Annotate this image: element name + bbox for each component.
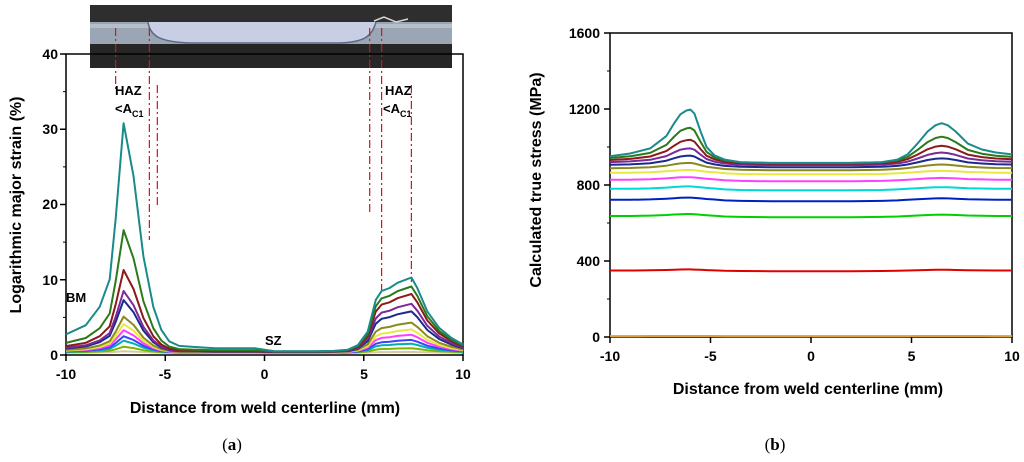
x-tick-label: 5: [360, 366, 368, 382]
plot-frame-a: [65, 53, 464, 356]
haz-right-ac: <A: [383, 101, 401, 116]
x-tick-label: 10: [455, 366, 471, 382]
haz-left-line1: HAZ: [115, 83, 142, 98]
axis-ticks-a: [60, 53, 464, 361]
y-axis-label-b: Calculated true stress (MPa): [528, 72, 545, 287]
stress-series-group: [609, 108, 1013, 338]
y-axis-label-a: Logarithmic major strain (%): [8, 97, 25, 314]
y-tick-label: 400: [577, 253, 601, 269]
stress-series-line: [609, 154, 1013, 169]
annotation-sz: SZ: [265, 333, 282, 348]
y-tick-labels-b: 0 400 800 1200 1600: [569, 25, 600, 345]
annotation-haz-right: HAZ <AC1: [383, 83, 412, 119]
y-tick-label: 20: [42, 196, 58, 212]
haz-right-sub: C1: [400, 109, 412, 119]
x-tick-label: 5: [908, 348, 916, 364]
strain-series-line: [65, 122, 464, 353]
haz-right-line1: HAZ: [385, 83, 412, 98]
y-tick-label: 40: [42, 46, 58, 62]
x-tick-labels-b: -10 -5 0 5 10: [600, 348, 1020, 364]
x-tick-label: -5: [159, 366, 172, 382]
strain-series-group: [65, 122, 464, 354]
axis-ticks-b: [604, 32, 1013, 343]
stress-series-line: [610, 213, 1012, 219]
x-tick-label: -10: [600, 348, 620, 364]
x-tick-labels-a: -10 -5 0 5 10: [56, 366, 471, 382]
plot-frame-b: [609, 32, 1013, 338]
stress-series-line: [609, 126, 1013, 164]
y-tick-label: 1600: [569, 25, 600, 41]
panel-label-b: (b): [765, 435, 786, 454]
stress-series-line: [610, 176, 1012, 183]
annotation-bm: BM: [66, 290, 86, 305]
haz-left-ac: <A: [115, 101, 133, 116]
panel-a: 0 10 20 30 40 -10 -5 0 5 10 Distance fro…: [8, 5, 471, 454]
y-tick-label: 0: [50, 347, 58, 363]
stress-series-line: [610, 169, 1012, 176]
y-tick-label: 1200: [569, 101, 600, 117]
stress-series-line: [610, 268, 1012, 273]
panel-letter-b: b: [770, 435, 779, 454]
y-tick-label: 0: [592, 329, 600, 345]
haz-reference-lines: [115, 28, 412, 290]
x-tick-label: -5: [704, 348, 717, 364]
panel-b: 0 400 800 1200 1600 -10 -5 0 5 10 Distan…: [528, 25, 1020, 454]
panel-label-a: (a): [222, 435, 242, 454]
stress-series-line: [610, 185, 1012, 192]
y-tick-labels-a: 0 10 20 30 40: [42, 46, 58, 363]
stress-series-line: [609, 147, 1013, 167]
x-axis-label-b: Distance from weld centerline (mm): [673, 381, 943, 398]
stress-series-line: [609, 108, 1013, 164]
x-tick-label: 0: [261, 366, 269, 382]
haz-left-sub: C1: [132, 109, 144, 119]
x-axis-label-a: Distance from weld centerline (mm): [130, 400, 400, 417]
x-tick-label: 0: [807, 348, 815, 364]
stress-series-line: [610, 196, 1012, 203]
y-tick-label: 30: [42, 121, 58, 137]
haz-right-line2: <AC1: [383, 101, 412, 119]
weld-macrograph-image: [90, 5, 452, 68]
haz-left-line2: <AC1: [115, 101, 144, 119]
x-tick-label: -10: [56, 366, 76, 382]
stress-series-line: [609, 161, 1013, 172]
annotation-haz-left: HAZ <AC1: [115, 83, 144, 119]
panel-letter-a: a: [228, 435, 237, 454]
y-tick-label: 10: [42, 272, 58, 288]
x-tick-label: 10: [1004, 348, 1020, 364]
y-tick-label: 800: [577, 177, 601, 193]
